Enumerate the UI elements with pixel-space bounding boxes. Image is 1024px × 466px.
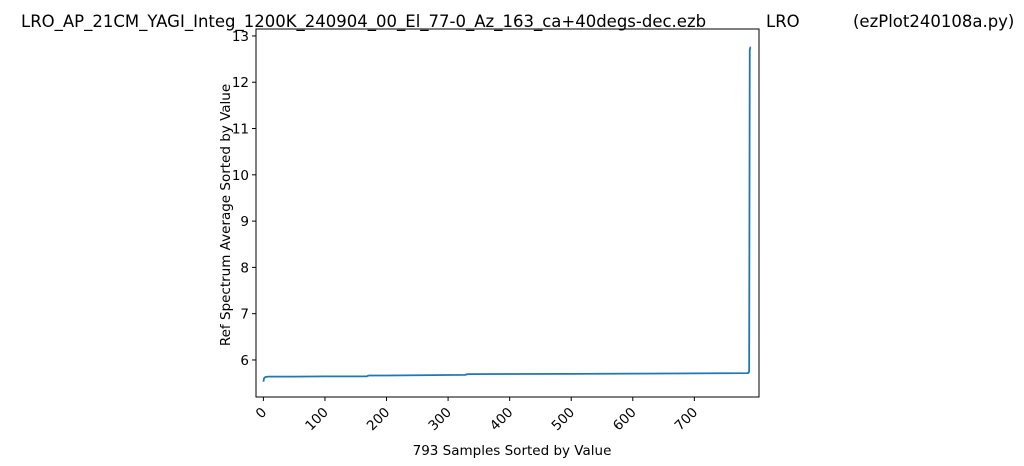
y-tick-label-11: 11	[232, 122, 249, 138]
x-tick-label-0: 0	[253, 405, 270, 422]
y-tick-label-12: 12	[232, 75, 249, 91]
y-tick-label-9: 9	[240, 214, 249, 230]
chart-title: LRO_AP_21CM_YAGI_Integ_1200K_240904_00_E…	[21, 12, 706, 32]
plot-area: 0 100 200 300 400 500 600 700 6 7 8 9 10 11 12 13	[232, 28, 760, 435]
y-tick-label-7: 7	[240, 307, 249, 323]
plot-frame	[255, 28, 760, 398]
x-tick-label-500: 500	[549, 405, 579, 435]
x-axis-label: 793 Samples Sorted by Value	[413, 443, 612, 459]
x-tick-label-700: 700	[672, 405, 702, 435]
series-line	[262, 46, 752, 382]
x-tick-label-600: 600	[610, 405, 640, 435]
x-tick-label-200: 200	[364, 405, 394, 435]
chart-title-mid: LRO	[766, 12, 800, 31]
x-tick-label-100: 100	[302, 405, 332, 435]
y-axis-label: Ref Spectrum Average Sorted by Value	[218, 84, 234, 346]
x-tick-label-400: 400	[487, 405, 517, 435]
x-tick-label-300: 300	[425, 405, 455, 435]
y-tick-label-8: 8	[240, 260, 249, 276]
y-tick-label-13: 13	[232, 29, 249, 45]
chart-title-right: (ezPlot240108a.py)	[853, 12, 1014, 31]
y-tick-label-10: 10	[232, 168, 249, 184]
y-tick-label-6: 6	[240, 353, 249, 369]
